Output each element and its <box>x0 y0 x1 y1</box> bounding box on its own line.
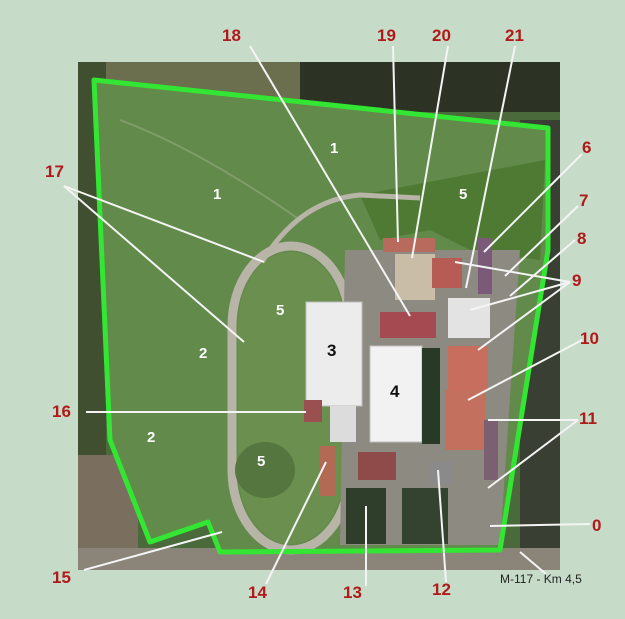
road-label: M-117 - Km 4,5 <box>500 572 582 586</box>
line-9c <box>477 281 571 351</box>
building-label-3: 3 <box>327 341 337 360</box>
callout-8: 8 <box>577 229 587 248</box>
line-11b <box>487 419 579 489</box>
building-19 <box>383 238 435 252</box>
callout-17: 17 <box>45 162 64 181</box>
line-0 <box>489 523 591 527</box>
zone-label-2b: 2 <box>147 429 156 446</box>
line-9a <box>454 261 571 283</box>
zone-label-1a: 1 <box>330 140 339 157</box>
surrounding-dark-field <box>300 62 560 112</box>
crop-area-ne <box>360 160 545 260</box>
line-20 <box>411 45 449 259</box>
line-12 <box>437 469 447 583</box>
building-11 <box>484 420 498 480</box>
zone-label-1b: 1 <box>213 186 222 203</box>
field-path <box>119 119 301 221</box>
line-9b <box>469 281 571 311</box>
callout-20: 20 <box>432 26 451 45</box>
building-10b <box>445 390 485 450</box>
zone-label-5a: 5 <box>459 186 468 203</box>
callout-13: 13 <box>343 583 362 602</box>
building-13 <box>358 452 396 480</box>
callout-14: 14 <box>248 583 267 602</box>
access-road <box>259 192 421 264</box>
callout-11: 11 <box>579 409 597 428</box>
line-8 <box>509 239 576 297</box>
building-20 <box>395 254 435 300</box>
callout-19: 19 <box>377 26 396 45</box>
zone-label-2a: 2 <box>199 345 208 362</box>
building-4-dark <box>422 348 440 444</box>
zone-label-5b: 5 <box>276 302 285 319</box>
line-7 <box>504 205 579 277</box>
building-3 <box>305 301 363 407</box>
callout-21: 21 <box>505 26 524 45</box>
line-21 <box>465 45 516 289</box>
road-strip <box>78 548 560 570</box>
callout-15: 15 <box>52 568 71 587</box>
building-3-annex <box>330 406 356 442</box>
infield-patch <box>235 442 295 498</box>
callout-0: 0 <box>592 516 602 535</box>
callout-12: 12 <box>432 580 451 599</box>
building-6 <box>478 238 492 294</box>
line-road <box>519 551 547 575</box>
building-12 <box>430 462 452 484</box>
building-18 <box>380 312 436 338</box>
line-17b <box>63 185 245 343</box>
line-18 <box>249 45 411 317</box>
callout-16: 16 <box>52 402 71 421</box>
building-4 <box>369 345 423 443</box>
line-19 <box>392 45 399 243</box>
building-16 <box>304 400 322 422</box>
line-6 <box>483 153 583 253</box>
callout-10: 10 <box>580 329 599 348</box>
building-label-4: 4 <box>390 382 400 401</box>
line-17a <box>63 185 265 263</box>
property-boundary <box>91 77 551 555</box>
building-9 <box>448 298 490 338</box>
building-14 <box>320 446 336 496</box>
callout-7: 7 <box>579 191 589 210</box>
line-10 <box>467 339 583 401</box>
line-14 <box>265 461 327 585</box>
callout-6: 6 <box>582 138 592 157</box>
callout-lines <box>63 45 591 586</box>
callout-18: 18 <box>222 26 241 45</box>
zone-label-5c: 5 <box>257 453 266 470</box>
callout-9: 9 <box>572 271 582 290</box>
building-10a <box>448 346 488 390</box>
line-15 <box>83 531 223 571</box>
